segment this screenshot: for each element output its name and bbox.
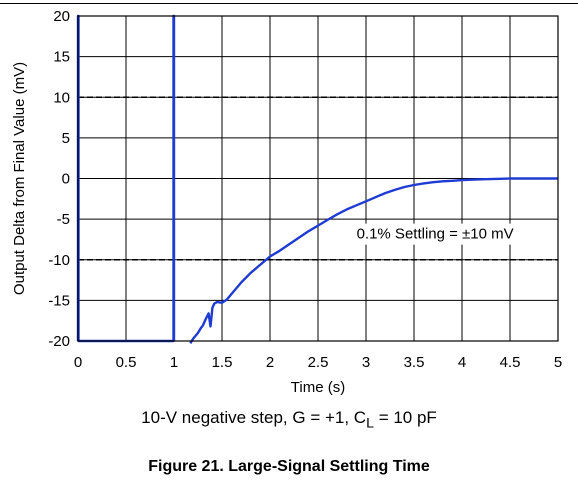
x-tick-label-5: 2.5 [308,354,329,371]
y-tick-label-4: 0 [62,171,70,188]
y-tick-label-8: 20 [53,8,70,25]
settling-time-chart: -20 -15 -10 -5 0 5 10 15 20 0 0.5 1 1.5 2 2.5 3 3.5 4 4.5… [11,8,562,396]
chart-subcaption: 10-V negative step, G = +1, CL = 10 pF [0,408,578,431]
y-tick-label-5: 5 [62,130,70,147]
x-tick-label-9: 4.5 [500,354,521,371]
x-tick-label-6: 3 [362,354,370,371]
x-axis-label: Time (s) [291,379,345,396]
series-line-1 [189,177,558,345]
x-tick-labels: 0 0.5 1 1.5 2 2.5 3 3.5 4 4.5 5 [74,354,562,371]
subcaption-prefix: 10-V negative step, G = +1, C [141,408,367,427]
x-tick-label-8: 4 [458,354,466,371]
subcaption-suffix: = 10 pF [373,408,437,427]
x-tick-label-7: 3.5 [404,354,425,371]
x-tick-label-3: 1.5 [212,354,233,371]
y-tick-label-7: 15 [53,49,70,66]
subcaption-subscript: L [366,415,374,432]
x-tick-label-2: 1 [170,354,178,371]
settling-annotation: 0.1% Settling = ±10 mV [357,226,514,243]
x-tick-label-4: 2 [266,354,274,371]
y-tick-label-6: 10 [53,89,70,106]
reference-lines [78,96,558,261]
plot-frame [77,15,559,342]
y-tick-label-1: -15 [48,292,70,309]
x-tick-label-0: 0 [74,354,82,371]
y-tick-label-3: -5 [57,211,70,228]
x-tick-label-1: 0.5 [116,354,137,371]
figure-title: Figure 21. Large-Signal Settling Time [148,458,430,475]
y-tick-labels: -20 -15 -10 -5 0 5 10 15 20 [48,8,70,350]
y-axis-label: Output Delta from Final Value (mV) [11,62,28,295]
top-rule [0,3,578,4]
x-tick-label-10: 5 [554,354,562,371]
y-tick-label-2: -10 [48,252,70,269]
y-tick-label-0: -20 [48,333,70,350]
annotation-background [335,223,536,245]
